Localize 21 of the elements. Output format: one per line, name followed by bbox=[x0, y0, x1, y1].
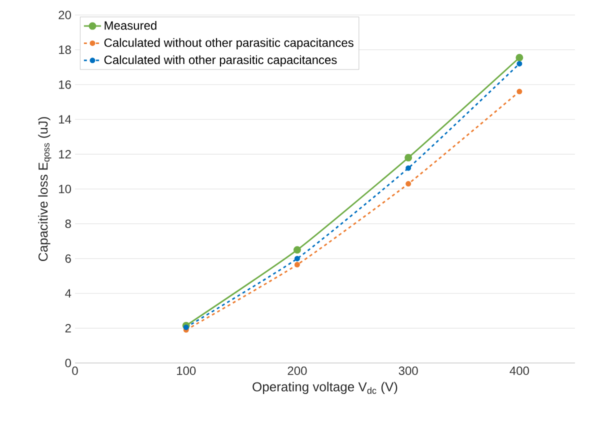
legend-label: Calculated without other parasitic capacitances bbox=[104, 38, 354, 50]
y-tick-label: 6 bbox=[65, 254, 71, 263]
x-tick-label: 100 bbox=[177, 366, 196, 376]
y-tick-label: 0 bbox=[65, 358, 72, 368]
x-tick-label: 0 bbox=[72, 366, 78, 376]
y-tick-label: 12 bbox=[59, 150, 71, 158]
x-tick-label: 400 bbox=[510, 366, 529, 376]
y-tick-label: 18 bbox=[59, 46, 71, 54]
y-tick-label: 16 bbox=[59, 80, 71, 89]
y-axis-title: Capacitive loss E$_{qoss}$ (uJ) bbox=[38, 117, 52, 262]
legend-label: Measured bbox=[104, 20, 156, 30]
y-tick-label: 20 bbox=[58, 10, 72, 20]
y-tick-label: 2 bbox=[65, 324, 71, 332]
y-tick-label: 14 bbox=[59, 115, 72, 124]
x-tick-label: 300 bbox=[398, 366, 418, 376]
y-tick-label: 8 bbox=[65, 220, 71, 228]
y-tick-label: 4 bbox=[65, 289, 72, 298]
x-axis-title: Operating voltage V$_{dc}$ (V) bbox=[252, 382, 398, 394]
legend-label: Calculated with other parasitic capacitances bbox=[104, 55, 337, 67]
x-tick-label: 200 bbox=[288, 366, 307, 376]
y-tick-label: 10 bbox=[59, 184, 72, 194]
